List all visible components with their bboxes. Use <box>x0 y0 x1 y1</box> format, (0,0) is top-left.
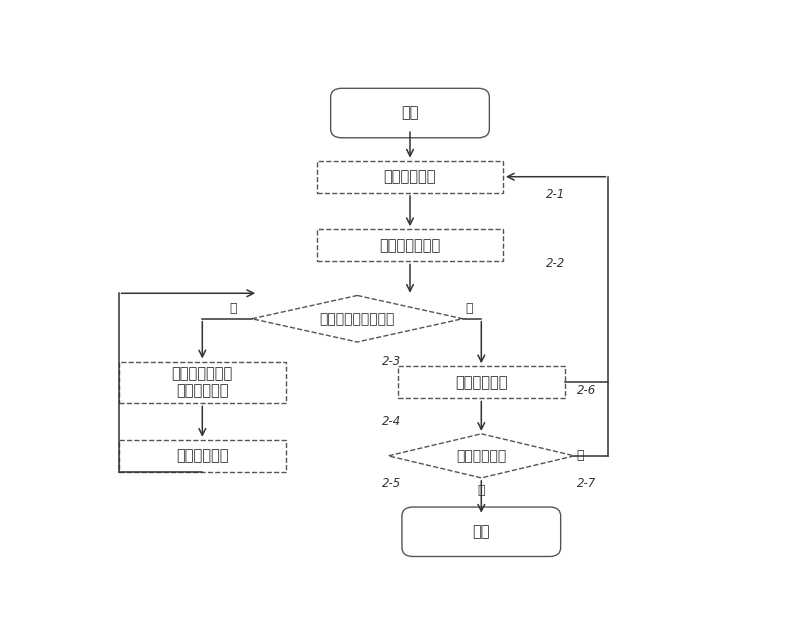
Text: 存在未识别的数据点: 存在未识别的数据点 <box>320 312 395 326</box>
Text: 2-3: 2-3 <box>382 355 402 368</box>
Text: 否: 否 <box>465 303 473 315</box>
Text: 获得配置参数: 获得配置参数 <box>384 169 436 184</box>
FancyBboxPatch shape <box>402 507 561 556</box>
Text: 否: 否 <box>577 450 584 462</box>
Bar <box>317 161 503 193</box>
Text: 初始化循环变量: 初始化循环变量 <box>379 238 441 252</box>
Text: 计算收敛条件: 计算收敛条件 <box>455 375 507 390</box>
Bar <box>118 362 286 403</box>
Text: 是: 是 <box>230 303 237 315</box>
Text: 开始: 开始 <box>402 106 418 121</box>
Polygon shape <box>388 434 574 478</box>
Text: 2-1: 2-1 <box>546 188 566 202</box>
FancyBboxPatch shape <box>330 88 490 138</box>
Text: 是: 是 <box>478 483 485 497</box>
Text: 结束: 结束 <box>473 524 490 539</box>
Text: 2-7: 2-7 <box>578 477 597 490</box>
Bar <box>317 230 503 261</box>
Text: 计算窗口的均値
方差和标准差: 计算窗口的均値 方差和标准差 <box>172 366 233 399</box>
Polygon shape <box>252 296 462 342</box>
Bar <box>398 366 565 398</box>
Text: 计算数据属性: 计算数据属性 <box>176 448 229 464</box>
Text: 2-6: 2-6 <box>578 384 597 398</box>
Text: 2-2: 2-2 <box>546 257 566 270</box>
Text: 满足收敛条件: 满足收敛条件 <box>456 449 506 463</box>
Text: 2-4: 2-4 <box>382 415 402 428</box>
Bar <box>118 440 286 472</box>
Text: 2-5: 2-5 <box>382 477 402 490</box>
